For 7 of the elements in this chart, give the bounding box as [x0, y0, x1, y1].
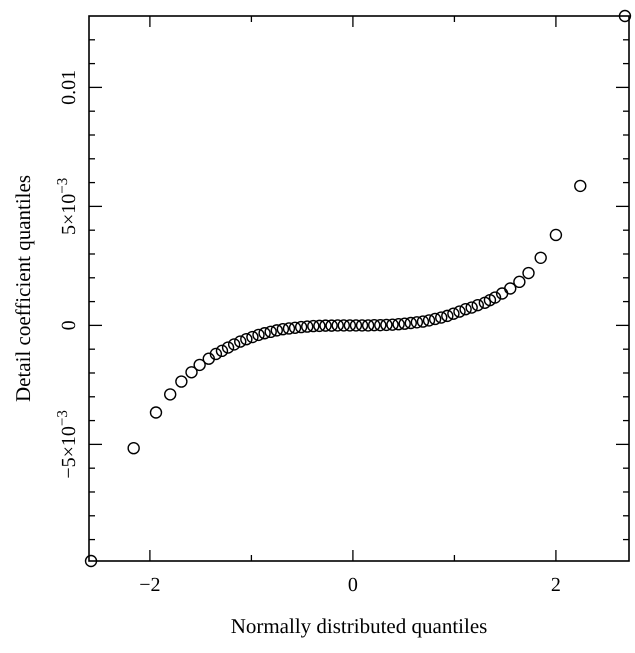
y-tick-label: 0.01: [58, 70, 80, 105]
x-tick-label: 0: [348, 574, 358, 596]
y-tick-label: 0: [58, 320, 80, 330]
y-axis-title: Detail coefficient quantiles: [11, 174, 35, 402]
x-tick-label: 2: [550, 574, 561, 596]
x-tick-label: −2: [139, 574, 161, 596]
x-axis-title: Normally distributed quantiles: [230, 614, 488, 638]
